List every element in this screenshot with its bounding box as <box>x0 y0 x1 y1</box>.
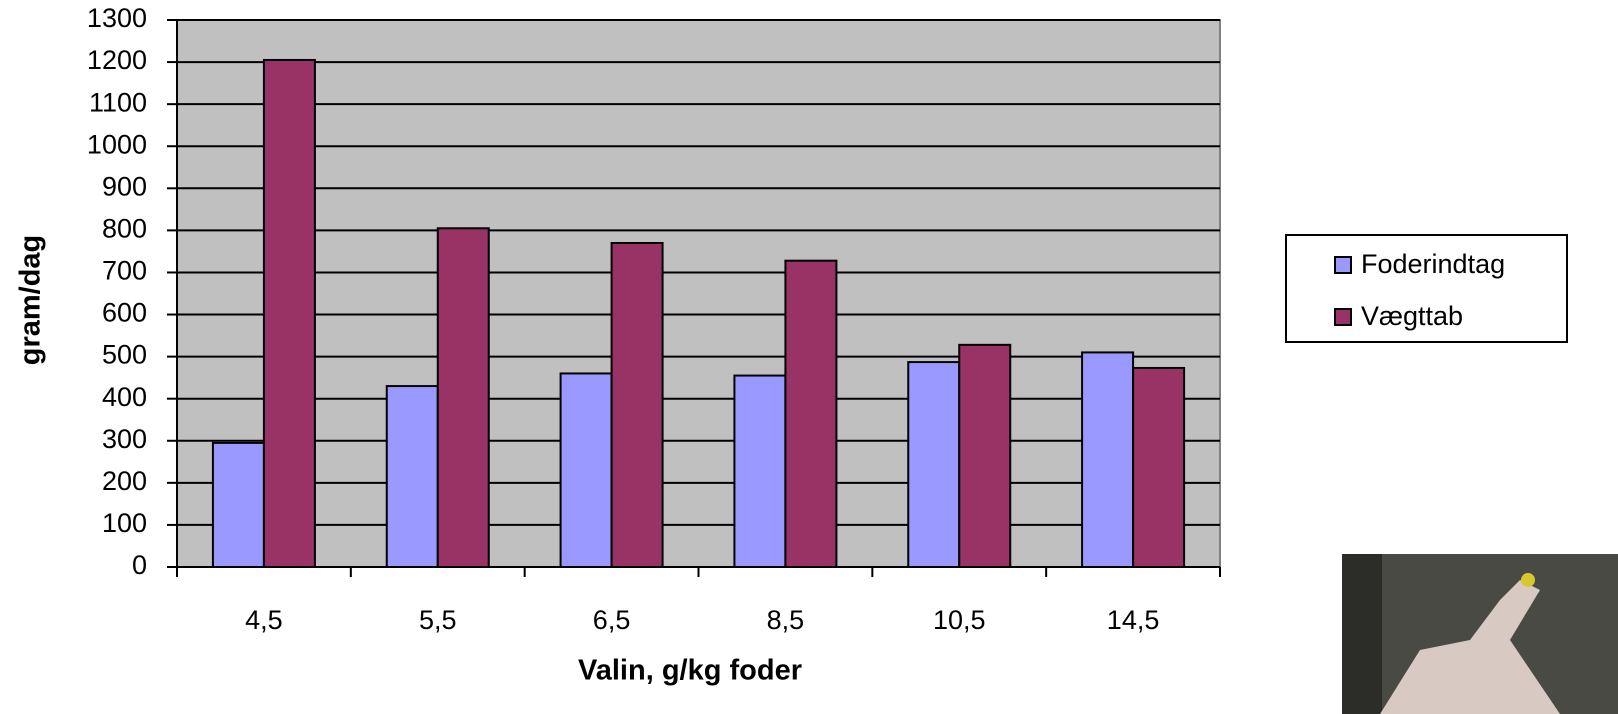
legend: Foderindtag Vægttab <box>1285 234 1568 343</box>
bar <box>958 343 1012 568</box>
y-tick-label: 400 <box>102 382 147 412</box>
x-tick-label: 4,5 <box>245 605 283 635</box>
bar <box>559 372 613 569</box>
legend-swatch <box>1334 256 1352 274</box>
x-tick-label: 5,5 <box>419 605 457 635</box>
y-tick-label: 200 <box>102 466 147 496</box>
bar <box>211 441 265 568</box>
bar <box>1132 366 1186 569</box>
legend-box <box>1285 234 1568 343</box>
legend-label: Vægttab <box>1361 301 1463 331</box>
y-tick-label: 1200 <box>87 45 147 75</box>
y-tick-label: 1100 <box>89 87 147 117</box>
x-tick-label: 14,5 <box>1107 605 1160 635</box>
plot-area <box>176 19 1221 568</box>
legend-swatch <box>1334 308 1352 326</box>
y-tick-label: 0 <box>132 550 147 580</box>
y-tick-label: 800 <box>102 214 147 244</box>
y-tick-label: 300 <box>102 424 147 454</box>
x-axis-title: Valin, g/kg foder <box>578 655 802 687</box>
y-axis-title: gram/dag <box>15 235 47 366</box>
bar <box>610 242 664 568</box>
x-tick-label: 8,5 <box>767 605 805 635</box>
bar <box>262 58 316 568</box>
y-tick-label: 700 <box>102 256 147 286</box>
bar <box>436 227 490 568</box>
bar <box>1081 351 1135 568</box>
x-tick-label: 6,5 <box>593 605 631 635</box>
y-tick-label: 100 <box>102 508 147 538</box>
bar <box>385 385 439 569</box>
y-tick-label: 600 <box>102 298 147 328</box>
legend-label: Foderindtag <box>1361 249 1505 279</box>
y-tick-label: 1000 <box>87 129 147 159</box>
bar <box>733 374 787 568</box>
x-tick-label: 10,5 <box>933 605 986 635</box>
photo <box>1342 554 1618 714</box>
y-tick-label: 1300 <box>87 3 147 33</box>
bar <box>907 361 961 568</box>
y-tick-label: 500 <box>102 340 147 370</box>
y-tick-label: 900 <box>102 171 147 201</box>
bar <box>784 259 838 568</box>
